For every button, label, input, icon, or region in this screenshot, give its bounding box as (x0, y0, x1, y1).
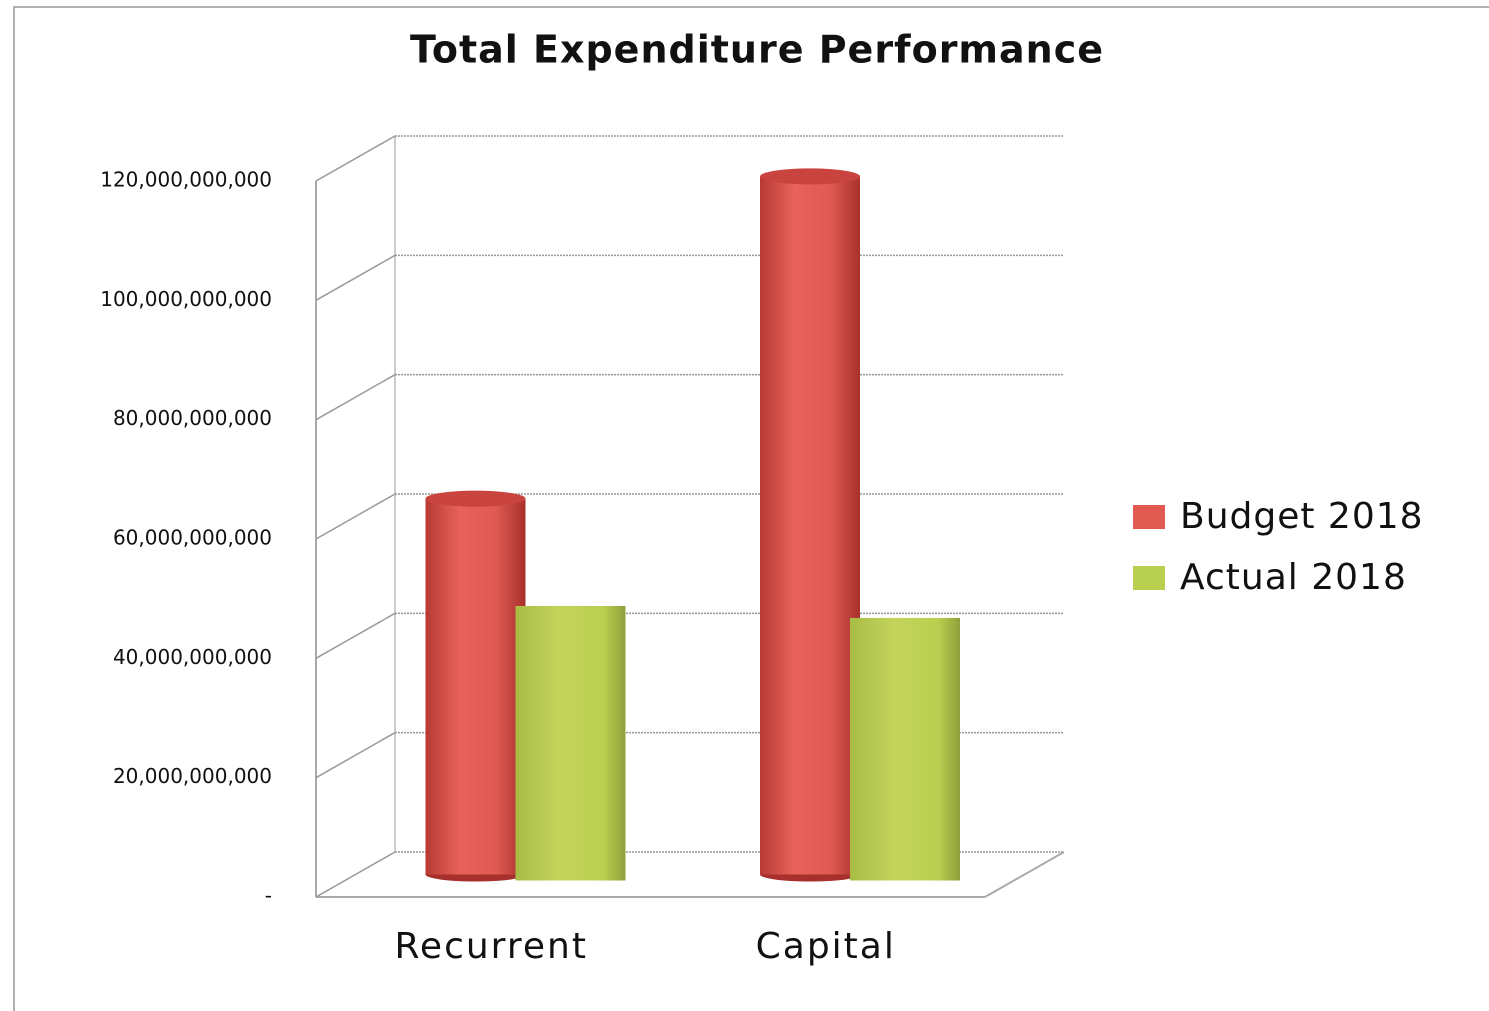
grid-line-side (315, 732, 396, 779)
grid-line-side (315, 374, 396, 421)
grid-line-side (315, 493, 396, 540)
floor-right (984, 851, 1065, 898)
legend-label: Actual 2018 (1180, 557, 1407, 598)
grid-line-side (315, 851, 396, 898)
y-tick-label: 120,000,000,000 (100, 168, 272, 192)
chart-border (13, 6, 1489, 1011)
y-tick-label: 20,000,000,000 (113, 764, 272, 788)
bar (850, 617, 960, 881)
legend-swatch (1133, 566, 1165, 590)
y-tick-label: 40,000,000,000 (113, 645, 272, 669)
bar (760, 168, 860, 882)
bar (515, 606, 626, 881)
grid-line-side (315, 612, 396, 659)
grid-line-side (315, 254, 396, 301)
bar (425, 490, 526, 882)
chart-title: Total Expenditure Performance (410, 28, 1104, 72)
y-tick-label: - (265, 884, 272, 908)
y-tick-label: 100,000,000,000 (100, 287, 272, 311)
y-tick-label: 80,000,000,000 (113, 406, 272, 430)
x-tick-label: Capital (756, 926, 896, 967)
legend-swatch (1133, 505, 1165, 529)
y-tick-label: 60,000,000,000 (113, 526, 272, 550)
grid-line-side (315, 135, 396, 182)
x-tick-label: Recurrent (395, 926, 588, 967)
legend-label: Budget 2018 (1180, 496, 1424, 537)
